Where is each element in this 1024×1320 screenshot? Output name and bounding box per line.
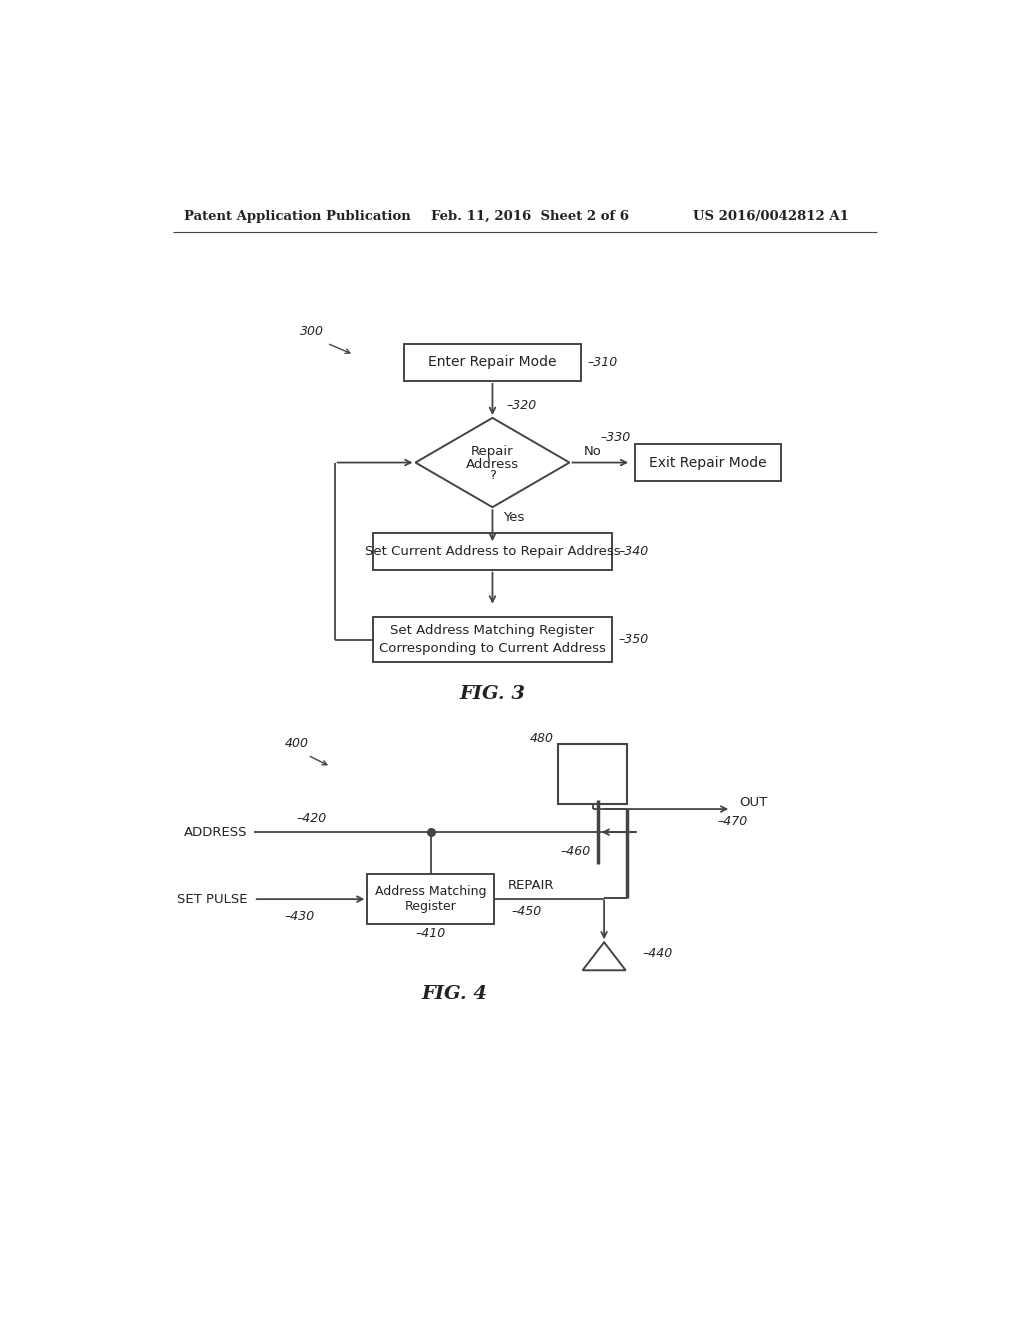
Bar: [373, 618, 611, 663]
Text: –310: –310: [587, 356, 617, 370]
Text: Enter Repair Mode: Enter Repair Mode: [428, 355, 557, 370]
Text: Set Current Address to Repair Address: Set Current Address to Repair Address: [365, 545, 621, 557]
Bar: [373, 533, 611, 570]
Text: OUT: OUT: [739, 796, 767, 809]
Text: 480: 480: [530, 731, 554, 744]
Text: Feb. 11, 2016  Sheet 2 of 6: Feb. 11, 2016 Sheet 2 of 6: [431, 210, 629, 223]
Text: Patent Application Publication: Patent Application Publication: [184, 210, 412, 223]
Text: –320: –320: [506, 399, 537, 412]
Text: Address Matching: Address Matching: [375, 884, 486, 898]
Text: No: No: [584, 445, 601, 458]
Polygon shape: [583, 942, 626, 970]
Text: Repair: Repair: [471, 445, 514, 458]
Text: 400: 400: [285, 737, 308, 750]
Text: ?: ?: [489, 469, 496, 482]
Text: –470: –470: [717, 814, 748, 828]
Text: Exit Repair Mode: Exit Repair Mode: [649, 455, 767, 470]
Polygon shape: [416, 418, 569, 507]
Text: –460: –460: [560, 845, 590, 858]
Text: US 2016/0042812 A1: US 2016/0042812 A1: [692, 210, 849, 223]
Text: FIG. 4: FIG. 4: [421, 985, 487, 1003]
Text: –440: –440: [643, 948, 673, 961]
Text: –430: –430: [285, 909, 314, 923]
Text: Address: Address: [466, 458, 519, 471]
Text: ADDRESS: ADDRESS: [184, 825, 248, 838]
Text: SET PULSE: SET PULSE: [177, 892, 248, 906]
Text: –340: –340: [617, 545, 648, 557]
Text: –420: –420: [296, 812, 327, 825]
Text: REPAIR: REPAIR: [508, 879, 555, 892]
Bar: [558, 744, 628, 804]
Text: –450: –450: [511, 906, 542, 917]
Text: Register: Register: [404, 900, 457, 913]
Bar: [368, 874, 495, 924]
Text: Set Address Matching Register: Set Address Matching Register: [390, 624, 595, 638]
Text: –350: –350: [617, 634, 648, 647]
Text: –410: –410: [416, 927, 446, 940]
Text: FIG. 3: FIG. 3: [460, 685, 525, 702]
Text: 300: 300: [300, 325, 324, 338]
Text: Yes: Yes: [503, 511, 524, 524]
Bar: [635, 444, 781, 480]
Text: Corresponding to Current Address: Corresponding to Current Address: [379, 643, 606, 656]
Text: –330: –330: [601, 432, 631, 445]
Bar: [403, 345, 581, 381]
